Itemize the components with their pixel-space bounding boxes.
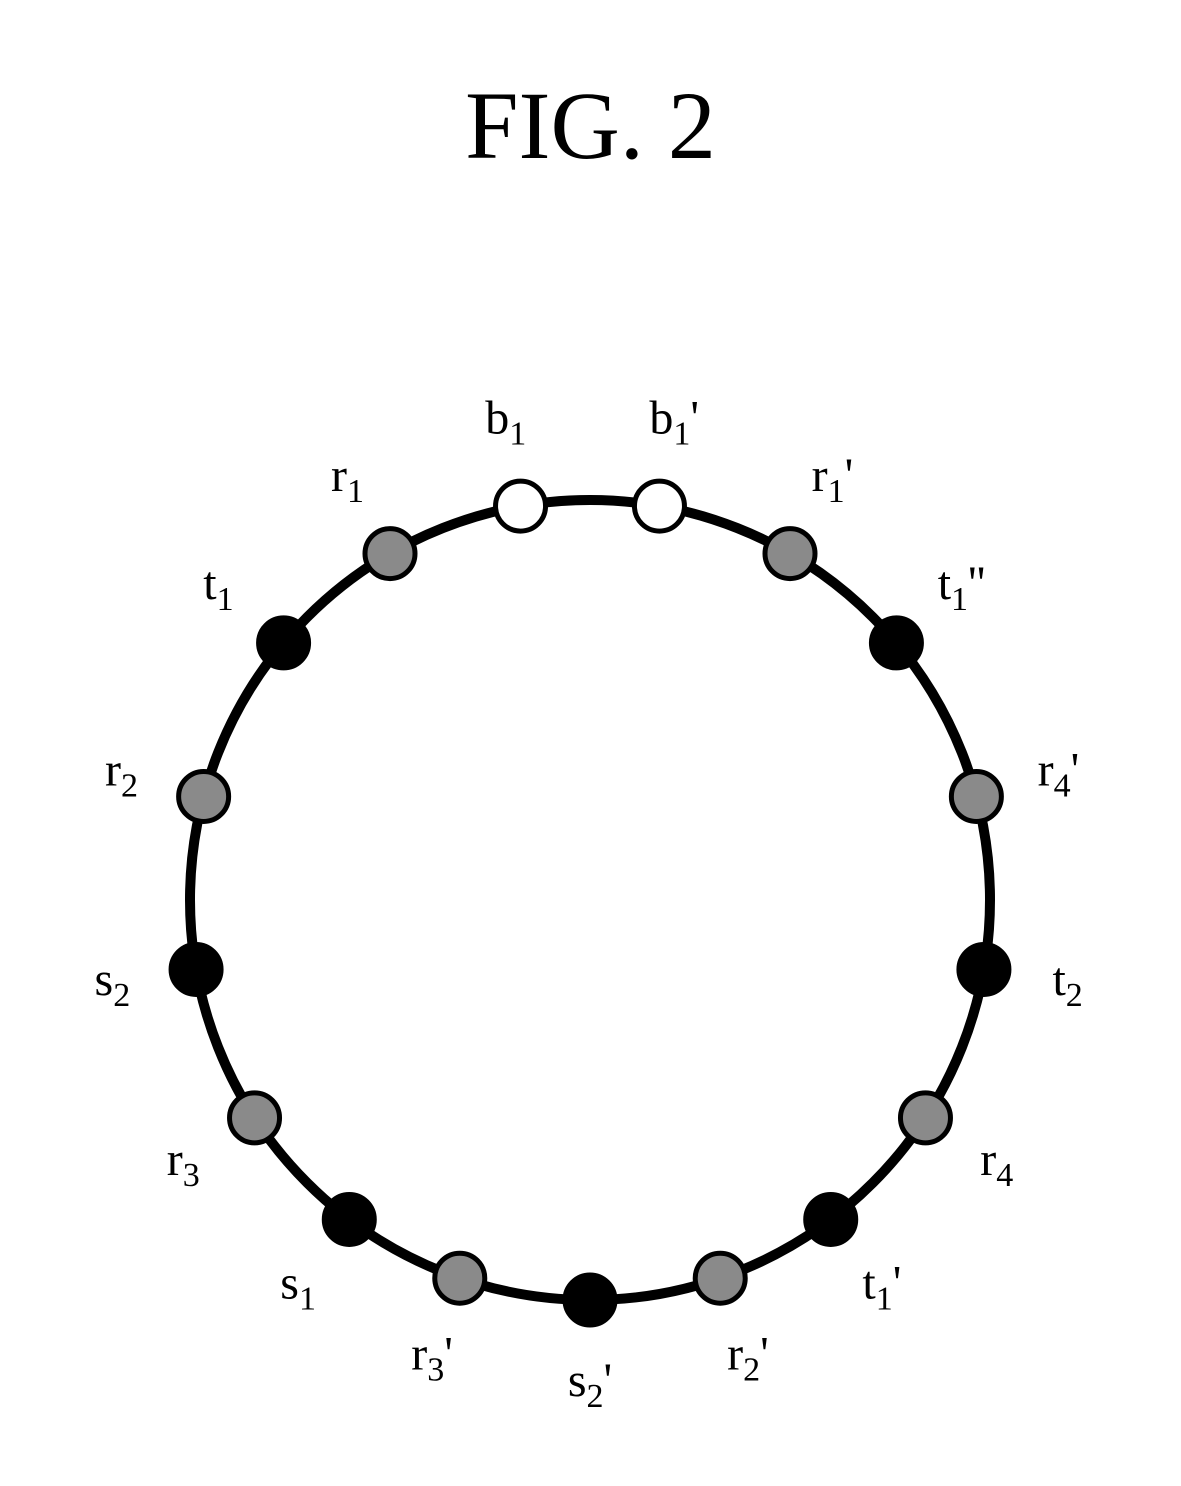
circle-diagram: b1' b1 r1' t1'' r4' t2 r4 t1' r2' s2' r3' s1 r3 s2 r2 t… [0,0,1181,1486]
node-label: s2' [568,1354,612,1415]
node-t2 [959,944,1009,994]
node-label: t2 [1052,953,1082,1014]
node-label: r3' [411,1328,453,1389]
node-label: r1' [812,449,854,510]
node-s2 [171,944,221,994]
node-label: r1 [331,449,364,510]
node-r2' [695,1253,745,1303]
node-label: r3 [167,1133,200,1194]
node-label: r2 [105,743,138,804]
node-s2' [565,1275,615,1325]
node-r4' [951,771,1001,821]
node-b1 [496,481,546,531]
node-t1 [259,618,309,668]
node-label: r4 [980,1133,1013,1194]
node-r3' [435,1253,485,1303]
node-label: t1 [203,557,233,618]
node-label: b1' [649,391,699,452]
node-label: s2 [95,953,131,1014]
node-r3 [230,1093,280,1143]
node-label: b1 [485,391,526,452]
node-label: s1 [280,1256,316,1317]
node-r4 [900,1093,950,1143]
node-label: t1'' [938,557,986,618]
node-label: t1' [862,1256,901,1317]
node-r1 [365,529,415,579]
node-t1' [806,1194,856,1244]
node-r2 [179,771,229,821]
node-b1' [634,481,684,531]
node-r1' [765,529,815,579]
node-label: r4' [1038,743,1080,804]
page: FIG. 2 b1'b1r1't1''r4't2r4t1'r2's2'r3's1… [0,0,1181,1486]
node-s1 [324,1194,374,1244]
node-t1'' [871,618,921,668]
node-label: r2' [727,1328,769,1389]
main-circle [190,500,990,1300]
